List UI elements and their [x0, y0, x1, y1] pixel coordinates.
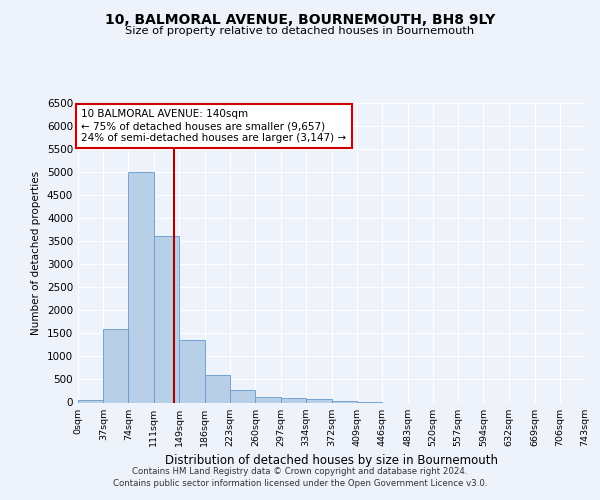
X-axis label: Distribution of detached houses by size in Bournemouth: Distribution of detached houses by size …: [165, 454, 498, 467]
Bar: [332, 401, 357, 402]
Text: 10, BALMORAL AVENUE, BOURNEMOUTH, BH8 9LY: 10, BALMORAL AVENUE, BOURNEMOUTH, BH8 9L…: [105, 12, 495, 26]
Bar: [128, 172, 154, 402]
Y-axis label: Number of detached properties: Number of detached properties: [31, 170, 41, 334]
Bar: [103, 328, 128, 402]
Bar: [205, 375, 230, 402]
Bar: [78, 400, 103, 402]
Bar: [230, 390, 256, 402]
Text: Contains public sector information licensed under the Open Government Licence v3: Contains public sector information licen…: [113, 478, 487, 488]
Bar: [154, 236, 179, 402]
Bar: [256, 396, 281, 402]
Text: Contains HM Land Registry data © Crown copyright and database right 2024.: Contains HM Land Registry data © Crown c…: [132, 467, 468, 476]
Text: 10 BALMORAL AVENUE: 140sqm
← 75% of detached houses are smaller (9,657)
24% of s: 10 BALMORAL AVENUE: 140sqm ← 75% of deta…: [82, 110, 347, 142]
Text: Size of property relative to detached houses in Bournemouth: Size of property relative to detached ho…: [125, 26, 475, 36]
Bar: [281, 398, 306, 402]
Bar: [306, 400, 332, 402]
Bar: [179, 340, 205, 402]
